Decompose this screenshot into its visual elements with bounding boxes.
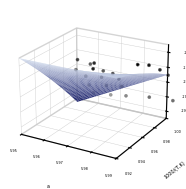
X-axis label: a: a — [46, 184, 49, 189]
Y-axis label: 1000/(T,K): 1000/(T,K) — [163, 160, 186, 180]
